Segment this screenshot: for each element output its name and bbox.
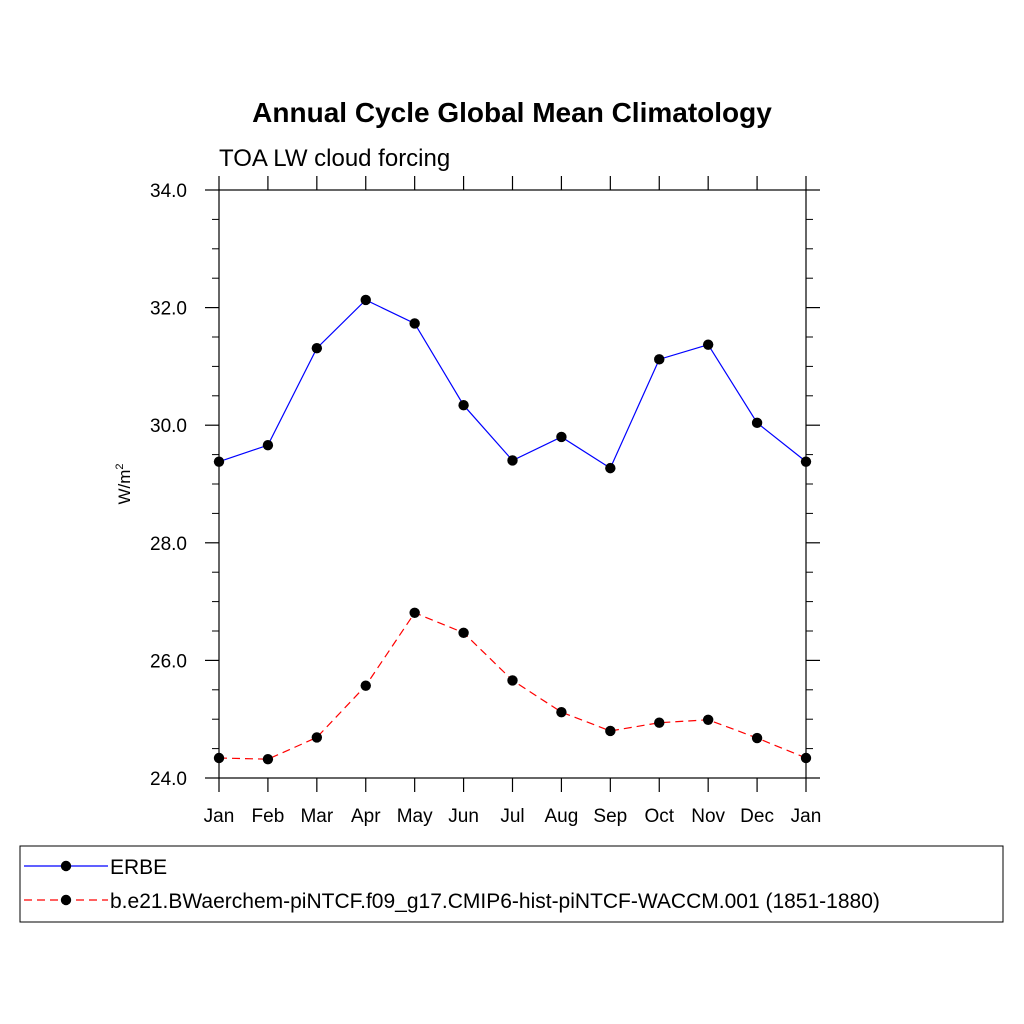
x-tick-label: May <box>397 806 433 827</box>
data-point-s2-12 <box>751 732 763 744</box>
y-tick-label: 26.0 <box>150 651 187 672</box>
y-axis-label: W/m2 <box>114 463 134 504</box>
legend-marker-1 <box>60 860 72 872</box>
y-tick-label: 30.0 <box>150 416 187 437</box>
data-point-s1-2 <box>262 439 274 451</box>
legend-label-1: ERBE <box>110 856 167 879</box>
x-tick-label: Jun <box>448 806 479 827</box>
series-line-2 <box>218 612 807 760</box>
y-tick-label: 32.0 <box>150 299 187 320</box>
data-point-s1-10 <box>654 354 665 365</box>
data-point-s1-4 <box>360 294 371 306</box>
x-tick-label: Dec <box>740 806 774 827</box>
data-point-s1-6 <box>458 400 469 411</box>
y-axis-label-base: W/m <box>115 470 134 505</box>
data-point-s2-6 <box>458 627 469 638</box>
data-point-s2-7 <box>507 675 518 686</box>
data-point-s1-9 <box>605 462 616 474</box>
data-point-s2-10 <box>654 717 665 728</box>
y-tick-label: 34.0 <box>150 181 187 202</box>
chart-subtitle: TOA LW cloud forcing <box>219 145 450 172</box>
data-point-s2-4 <box>360 680 371 691</box>
series-layer <box>213 294 812 765</box>
y-tick-label: 28.0 <box>150 534 187 555</box>
x-tick-label: Jul <box>500 806 524 827</box>
x-tick-label: Aug <box>545 806 579 827</box>
data-point-s2-11 <box>702 714 714 725</box>
data-point-s1-11 <box>702 339 714 350</box>
data-point-s2-3 <box>311 732 323 743</box>
legend-marker-2 <box>60 894 72 906</box>
x-tick-label: Feb <box>252 806 285 827</box>
x-tick-label: Oct <box>644 806 674 827</box>
ticks-layer: 24.0 26.0 28.0 30.0 32.0 34.0 Jan Feb Mar Apr May J… <box>150 176 821 827</box>
legend-entries: ERBE b.e21.BWaerchem-piNTCF.f09_g17.CMIP6… <box>24 856 880 913</box>
data-point-s2-8 <box>556 706 567 718</box>
x-tick-label: Mar <box>300 806 333 827</box>
data-point-s1-8 <box>556 431 567 443</box>
y-tick-label: 24.0 <box>150 769 187 790</box>
data-point-s1-7 <box>507 455 518 466</box>
x-tick-label: Jan <box>791 806 822 827</box>
legend-box <box>19 845 1004 923</box>
data-point-s2-9 <box>605 725 616 737</box>
x-tick-label: Jan <box>204 806 235 827</box>
x-tick-label: Apr <box>351 806 381 827</box>
data-point-s2-5 <box>409 607 420 618</box>
data-point-s1-12 <box>751 417 763 429</box>
data-point-s2-2 <box>262 753 274 765</box>
x-tick-label: Sep <box>593 806 627 827</box>
chart-title: Annual Cycle Global Mean Climatology <box>252 97 772 128</box>
legend: ERBE b.e21.BWaerchem-piNTCF.f09_g17.CMIP6… <box>19 845 1004 923</box>
y-axis-label-superscript: 2 <box>114 463 126 469</box>
series-line-1 <box>218 299 807 470</box>
x-tick-label: Nov <box>691 806 725 827</box>
plot-frame <box>218 189 807 779</box>
data-point-s1-5 <box>409 318 420 329</box>
data-point-s1-3 <box>311 342 323 354</box>
legend-label-2: b.e21.BWaerchem-piNTCF.f09_g17.CMIP6-his… <box>110 890 880 913</box>
